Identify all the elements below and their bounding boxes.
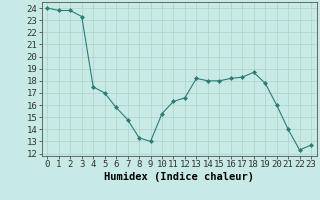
X-axis label: Humidex (Indice chaleur): Humidex (Indice chaleur)	[104, 172, 254, 182]
